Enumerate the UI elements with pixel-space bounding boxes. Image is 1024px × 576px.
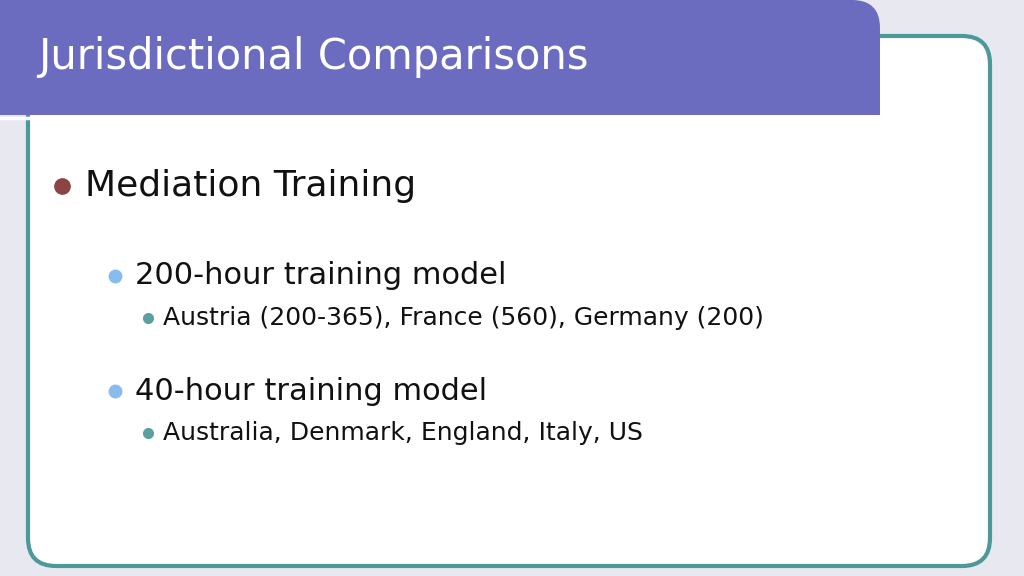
Text: 200-hour training model: 200-hour training model [135,262,507,290]
Text: Austria (200-365), France (560), Germany (200): Austria (200-365), France (560), Germany… [163,306,764,330]
Text: Mediation Training: Mediation Training [85,169,416,203]
Text: Australia, Denmark, England, Italy, US: Australia, Denmark, England, Italy, US [163,421,643,445]
Bar [0,85,880,115]
FancyBboxPatch shape [0,0,880,115]
Text: Jurisdictional Comparisons: Jurisdictional Comparisons [38,36,589,78]
Bar [0,0,30,115]
Text: 40-hour training model: 40-hour training model [135,377,487,406]
FancyBboxPatch shape [28,36,990,566]
